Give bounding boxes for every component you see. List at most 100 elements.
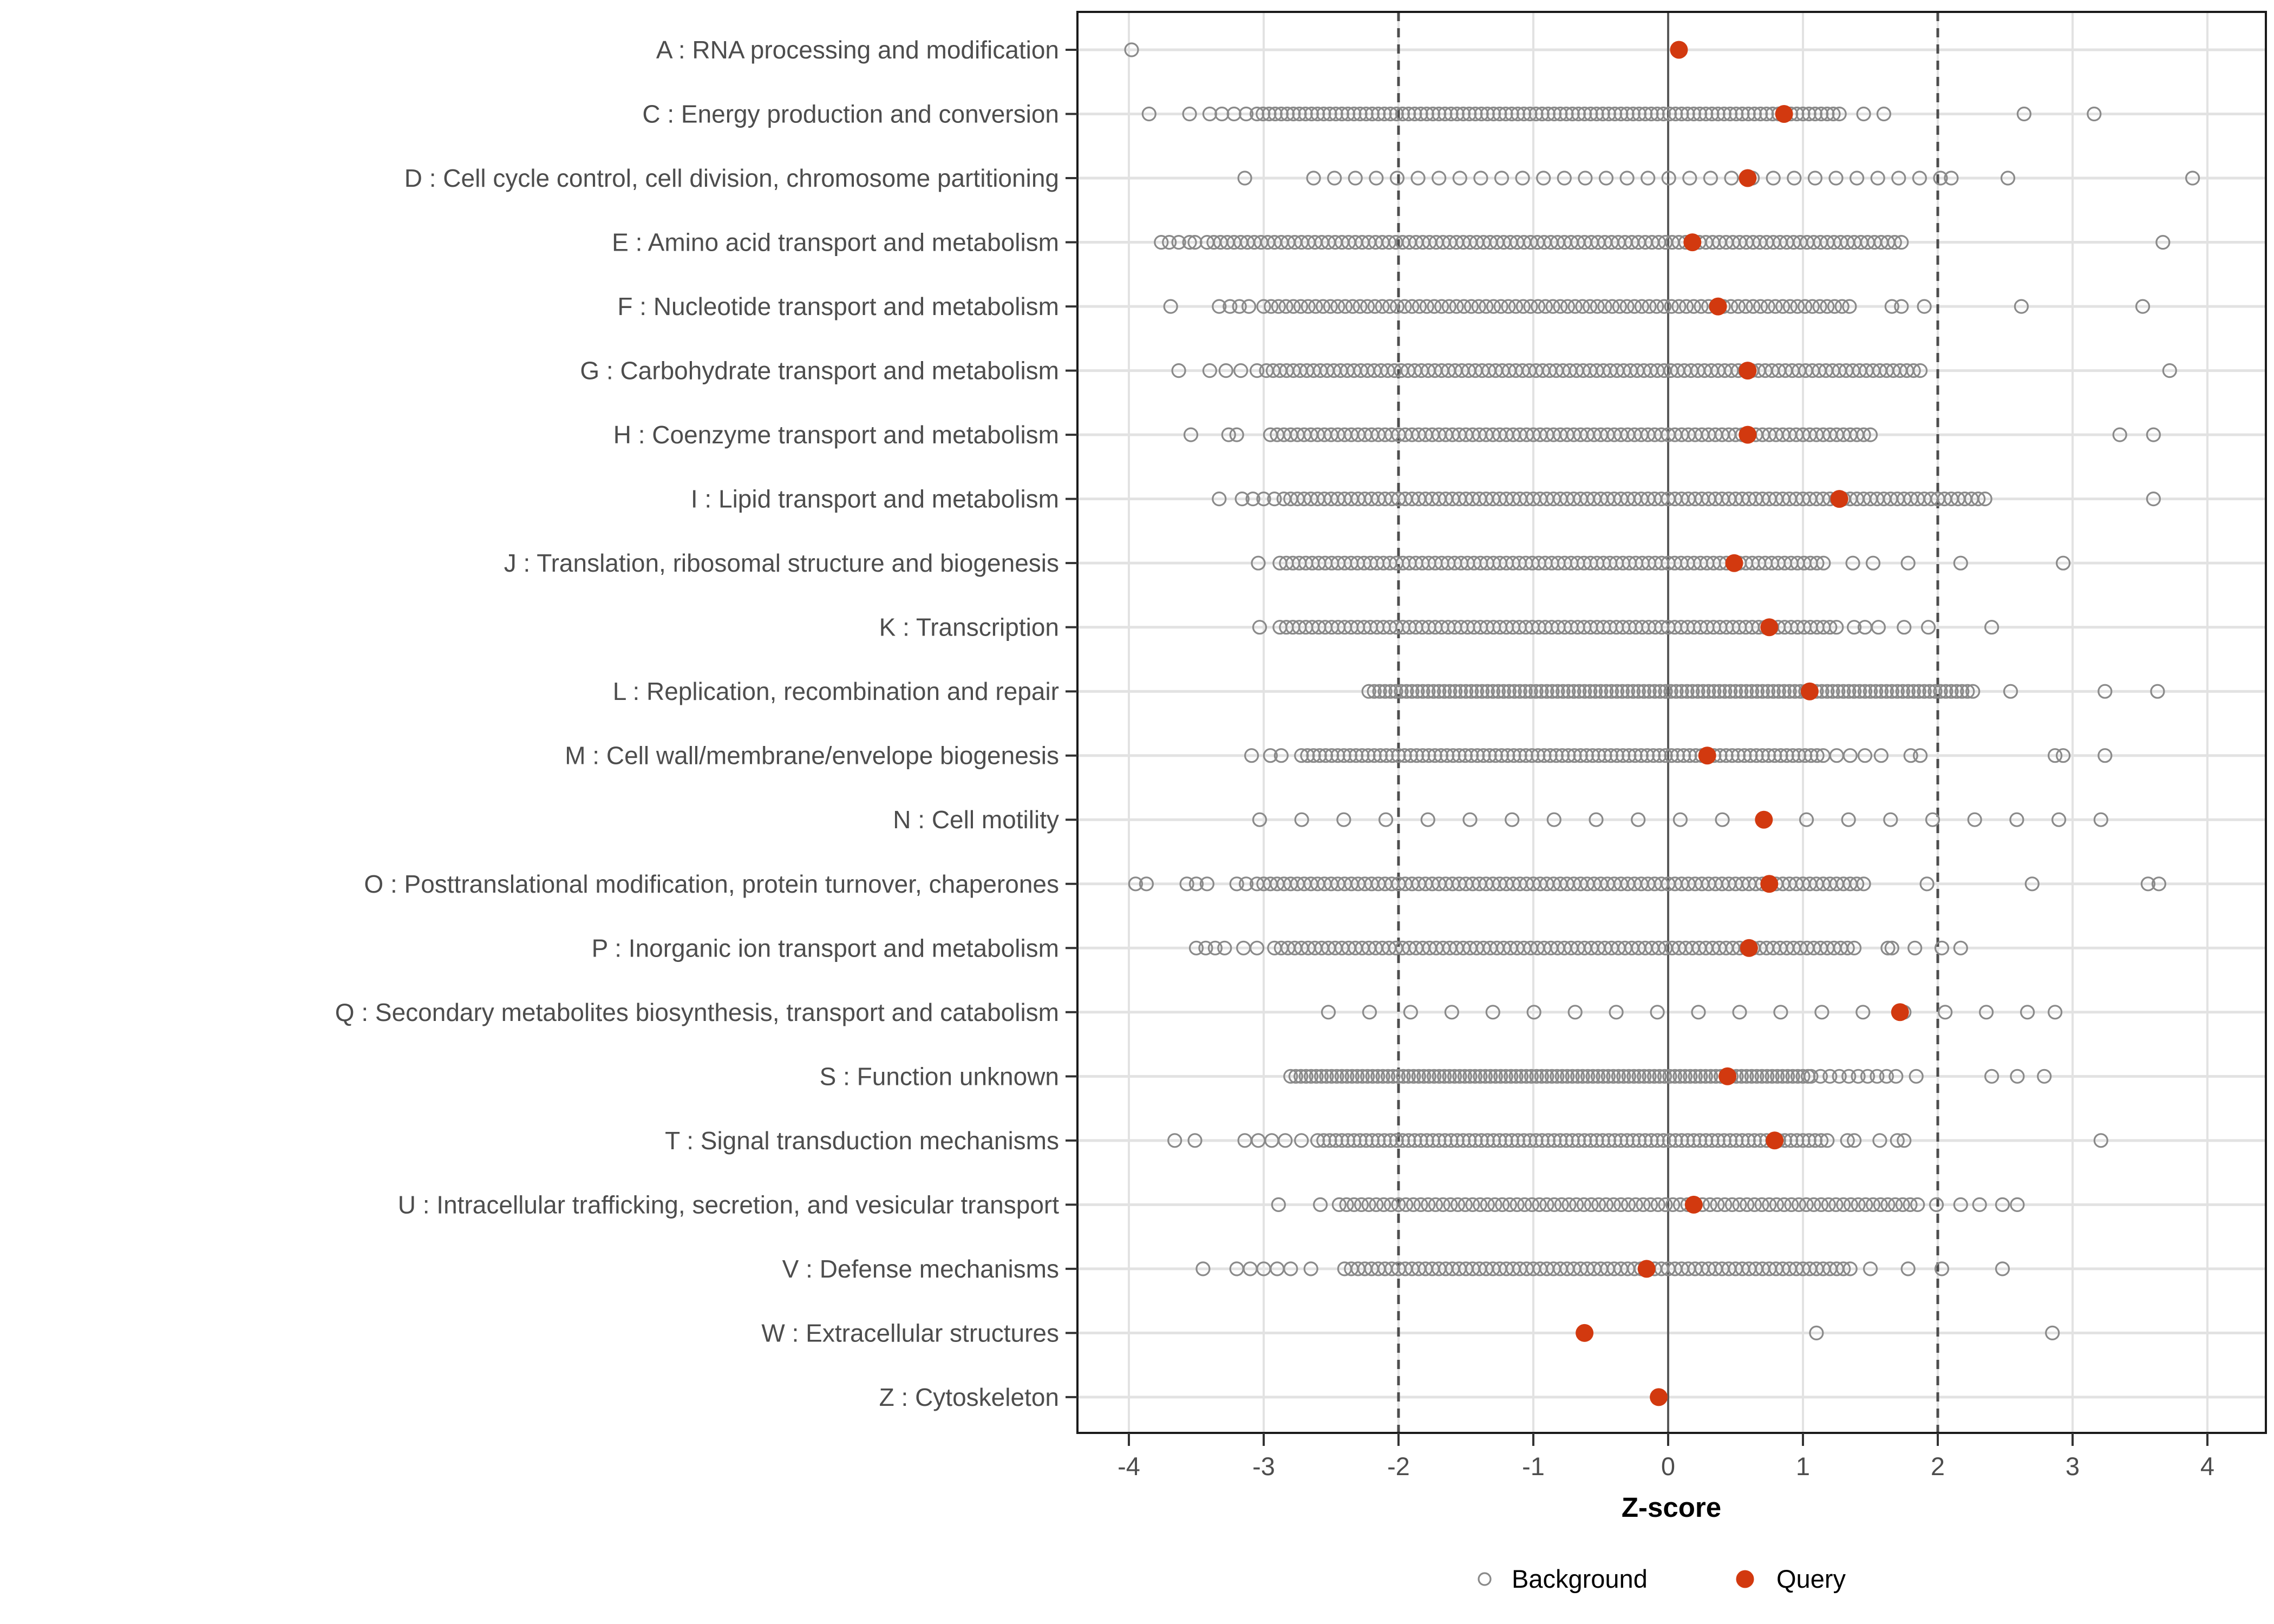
background-point: [1496, 684, 1511, 699]
background-point: [1453, 684, 1468, 699]
background-point: [1641, 171, 1656, 186]
background-point: [1953, 1197, 1968, 1212]
background-point: [1567, 1005, 1583, 1020]
background-point: [1183, 427, 1199, 442]
background-point: [1717, 1197, 1733, 1212]
background-point: [1382, 299, 1397, 314]
background-point: [1534, 1069, 1549, 1084]
background-point: [1909, 1069, 1924, 1084]
background-point: [1857, 748, 1873, 763]
background-point: [1663, 684, 1678, 699]
background-point: [1770, 1069, 1785, 1084]
background-point: [1463, 748, 1479, 763]
background-point: [1798, 299, 1813, 314]
background-point: [1471, 299, 1486, 314]
background-point: [1482, 748, 1497, 763]
background-point: [1362, 1005, 1377, 1020]
background-point: [1360, 299, 1375, 314]
background-point: [1349, 748, 1364, 763]
background-point: [1591, 1197, 1606, 1212]
background-point: [1879, 1069, 1894, 1084]
background-point: [1927, 684, 1943, 699]
background-point: [1218, 363, 1233, 378]
background-point: [1636, 1197, 1651, 1212]
background-point: [1495, 1197, 1510, 1212]
background-point: [1443, 1133, 1459, 1148]
background-point: [1501, 684, 1517, 699]
background-point: [1323, 299, 1338, 314]
background-point: [1710, 1197, 1725, 1212]
background-point: [1836, 1261, 1851, 1276]
background-point: [1842, 748, 1858, 763]
background-point: [1286, 106, 1301, 122]
background-point: [1934, 1261, 1950, 1276]
background-point: [1775, 1069, 1790, 1084]
background-point: [1494, 748, 1510, 763]
background-point: [1406, 1197, 1421, 1212]
background-point: [1611, 1069, 1626, 1084]
background-point: [1890, 1133, 1905, 1148]
background-point: [1244, 748, 1259, 763]
background-point: [1286, 299, 1301, 314]
background-point: [1590, 299, 1605, 314]
background-point: [1580, 1069, 1596, 1084]
background-point: [1448, 684, 1463, 699]
background-point: [1661, 171, 1676, 186]
background-point: [1202, 363, 1217, 378]
background-point: [1450, 1197, 1466, 1212]
panel-border: [1076, 11, 2267, 1434]
background-point: [1462, 1069, 1478, 1084]
background-point: [1421, 748, 1436, 763]
background-point: [1840, 1133, 1855, 1148]
background-point: [1662, 1069, 1677, 1084]
y-axis-label: U : Intracellular trafficking, secretion…: [398, 1190, 1059, 1219]
background-point: [1350, 1069, 1365, 1084]
query-point: [1683, 233, 1702, 252]
background-point: [1722, 106, 1738, 122]
background-point: [1330, 299, 1345, 314]
background-point: [1283, 1261, 1298, 1276]
background-point: [1789, 1133, 1805, 1148]
background-point: [1517, 106, 1532, 122]
background-point: [1606, 1069, 1621, 1084]
background-point: [1712, 684, 1727, 699]
background-point: [1929, 1197, 1944, 1212]
background-point: [1604, 684, 1619, 699]
background-point: [2185, 171, 2200, 186]
background-point: [1386, 1069, 1401, 1084]
background-point: [1283, 1069, 1298, 1084]
background-point: [1426, 684, 1441, 699]
background-point: [1560, 299, 1576, 314]
background-point: [1589, 812, 1604, 827]
background-point: [1766, 171, 1781, 186]
background-point: [1809, 1325, 1824, 1340]
background-point: [1698, 1069, 1713, 1084]
background-point: [1662, 106, 1677, 122]
background-point: [1884, 940, 1899, 955]
x-axis-tick-label: -4: [1118, 1452, 1140, 1481]
background-point: [1523, 299, 1538, 314]
background-point: [1245, 491, 1260, 507]
background-point: [1688, 1069, 1703, 1084]
background-point: [1463, 299, 1479, 314]
background-point: [1488, 1069, 1503, 1084]
background-point: [1432, 171, 1447, 186]
background-point: [1894, 235, 1909, 250]
background-point: [1294, 1133, 1309, 1148]
background-point: [1724, 1197, 1740, 1212]
background-point: [1139, 876, 1154, 892]
background-point: [1799, 1197, 1814, 1212]
background-point: [1411, 1069, 1426, 1084]
background-point: [1917, 684, 1932, 699]
background-point: [1547, 106, 1562, 122]
background-point: [1775, 299, 1791, 314]
background-point: [1338, 299, 1353, 314]
background-point: [1250, 363, 1265, 378]
background-point: [1367, 299, 1382, 314]
background-point: [1271, 299, 1286, 314]
y-axis-label: N : Cell motility: [893, 806, 1059, 834]
background-point: [1256, 299, 1271, 314]
background-point: [1671, 299, 1687, 314]
background-point: [1609, 684, 1624, 699]
